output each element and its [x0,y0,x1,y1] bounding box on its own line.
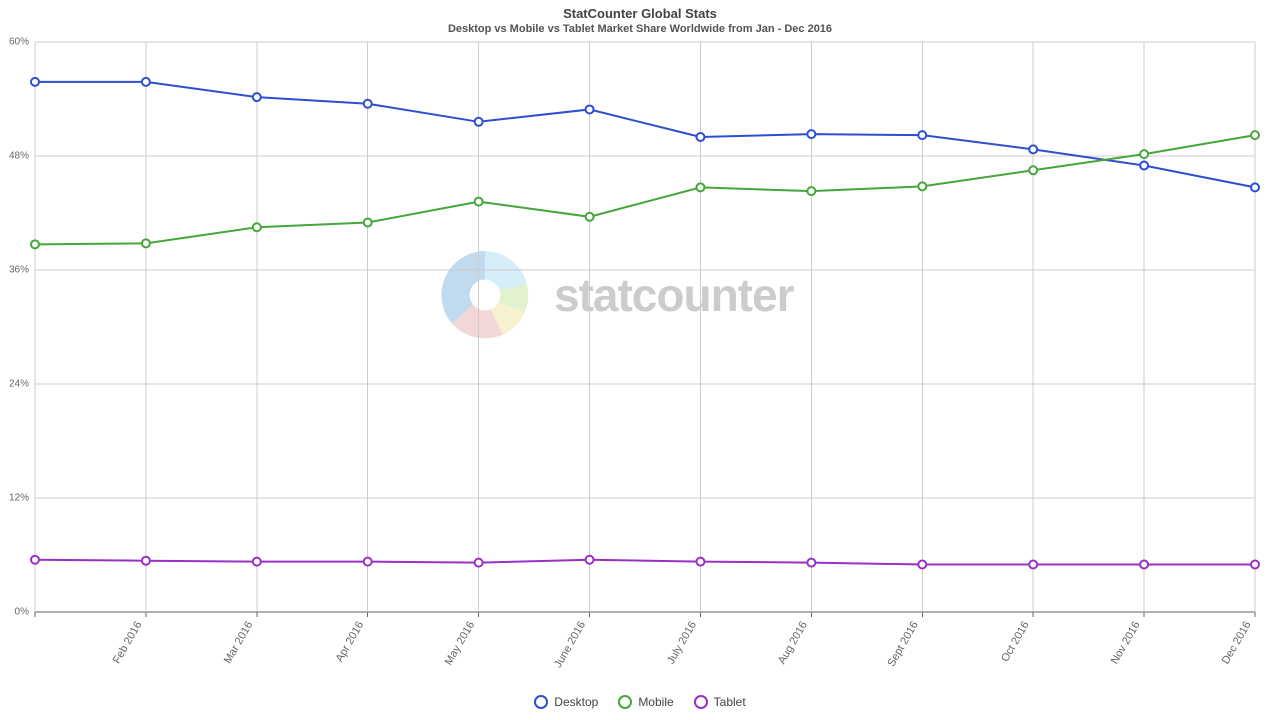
x-tick-label: June 2016 [552,620,588,671]
series-marker-mobile [807,187,815,195]
series-marker-desktop [807,130,815,138]
series-marker-mobile [1140,150,1148,158]
series-marker-tablet [1029,561,1037,569]
y-tick-label: 48% [9,151,29,162]
y-tick-label: 12% [9,493,29,504]
chart-series [31,78,1259,569]
series-marker-tablet [31,556,39,564]
x-tick-label: Mar 2016 [222,620,256,666]
x-axis: Feb 2016 Mar 2016 Apr 2016 May 2016 June 201… [35,612,1255,670]
series-marker-desktop [142,78,150,86]
y-tick-label: 24% [9,379,29,390]
series-marker-mobile [1251,131,1259,139]
x-tick-label: July 2016 [665,620,699,667]
x-tick-label: Oct 2016 [999,620,1032,665]
y-tick-label: 60% [9,37,29,48]
series-marker-mobile [475,198,483,206]
chart-subtitle: Desktop vs Mobile vs Tablet Market Share… [0,21,1280,35]
series-marker-desktop [918,131,926,139]
series-marker-desktop [364,100,372,108]
series-marker-tablet [807,559,815,567]
series-marker-mobile [586,213,594,221]
series-marker-tablet [253,558,261,566]
series-marker-desktop [31,78,39,86]
series-marker-tablet [696,558,704,566]
series-marker-desktop [1140,162,1148,170]
chart-title: StatCounter Global Stats [0,0,1280,21]
series-marker-desktop [586,105,594,113]
legend-label: Desktop [554,695,598,709]
legend-swatch-icon [618,695,632,709]
series-marker-mobile [364,219,372,227]
series-marker-tablet [364,558,372,566]
series-marker-mobile [696,183,704,191]
x-tick-label: Aug 2016 [776,620,810,667]
series-marker-mobile [918,182,926,190]
series-marker-desktop [696,133,704,141]
series-line-mobile [35,135,1255,244]
legend-item-tablet: Tablet [694,695,746,709]
y-tick-label: 36% [9,265,29,276]
x-tick-label: Dec 2016 [1220,620,1254,667]
x-tick-label: Apr 2016 [334,620,367,665]
series-marker-mobile [253,223,261,231]
x-tick-label: Feb 2016 [111,620,145,666]
legend-swatch-icon [694,695,708,709]
series-marker-mobile [31,240,39,248]
legend-label: Tablet [714,695,746,709]
series-marker-mobile [1029,166,1037,174]
legend-swatch-icon [534,695,548,709]
series-marker-desktop [1029,145,1037,153]
series-marker-mobile [142,239,150,247]
series-marker-desktop [475,118,483,126]
legend-label: Mobile [638,695,673,709]
y-tick-label: 0% [15,607,30,618]
series-line-tablet [35,560,1255,565]
x-tick-label: Nov 2016 [1109,620,1143,667]
legend-item-mobile: Mobile [618,695,673,709]
series-marker-desktop [253,93,261,101]
x-tick-label: Sept 2016 [885,620,920,669]
series-marker-tablet [1140,561,1148,569]
chart-plot-area: 0%12%24%36%48%60% Feb 2016Mar 2016Apr 20… [35,42,1255,612]
series-marker-tablet [142,557,150,565]
series-line-desktop [35,82,1255,187]
gridlines [35,42,1255,612]
series-marker-desktop [1251,183,1259,191]
x-tick-label: May 2016 [443,620,478,668]
chart-svg: 0%12%24%36%48%60% Feb 2016Mar 2016Apr 20… [35,42,1255,612]
series-marker-tablet [586,556,594,564]
y-axis: 0% 12% 24% 36% 48% 60% [9,37,29,618]
legend-item-desktop: Desktop [534,695,598,709]
series-marker-tablet [918,561,926,569]
series-marker-tablet [475,559,483,567]
series-marker-tablet [1251,561,1259,569]
chart-legend: Desktop Mobile Tablet [0,695,1280,712]
